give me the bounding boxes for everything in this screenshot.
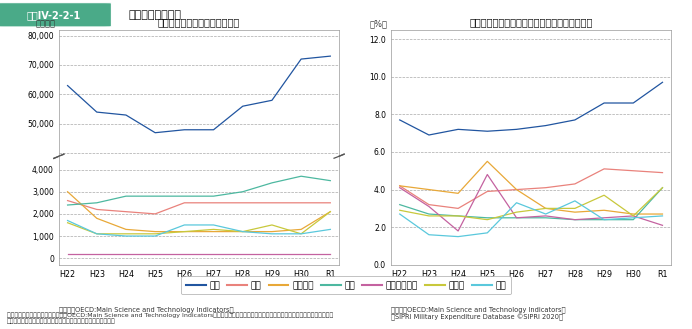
Text: （%）: （%） (370, 19, 388, 28)
Legend: 米国, 英国, フランス, 韓国, スウェーデン, ドイツ, 日本: 米国, 英国, フランス, 韓国, スウェーデン, ドイツ, 日本 (181, 276, 511, 294)
Title: 主要国の国防研究開発費の推移: 主要国の国防研究開発費の推移 (158, 17, 240, 27)
Text: （注）：各国の国防研究開発費は「OECD:Main Science and Technology Indicators」に掲載された各国の研究開発費及び研究開発: （注）：各国の国防研究開発費は「OECD:Main Science and Te… (7, 312, 333, 324)
Text: （億円）: （億円） (35, 19, 55, 28)
Title: 主要国の国防費に対する研究開発費比率の推移: 主要国の国防費に対する研究開発費比率の推移 (469, 17, 593, 27)
Text: 出典：「OECD:Main Science and Technology Indicators」: 出典：「OECD:Main Science and Technology Ind… (59, 306, 233, 313)
Text: 出典：「OECD:Main Science and Technology Indicators」
「SIPRI Military Expenditure Dat: 出典：「OECD:Main Science and Technology Ind… (391, 306, 565, 321)
Text: 研究開発費の現状: 研究開発費の現状 (128, 10, 181, 20)
FancyBboxPatch shape (0, 3, 111, 27)
Text: 図表IV-2-2-1: 図表IV-2-2-1 (26, 10, 80, 20)
